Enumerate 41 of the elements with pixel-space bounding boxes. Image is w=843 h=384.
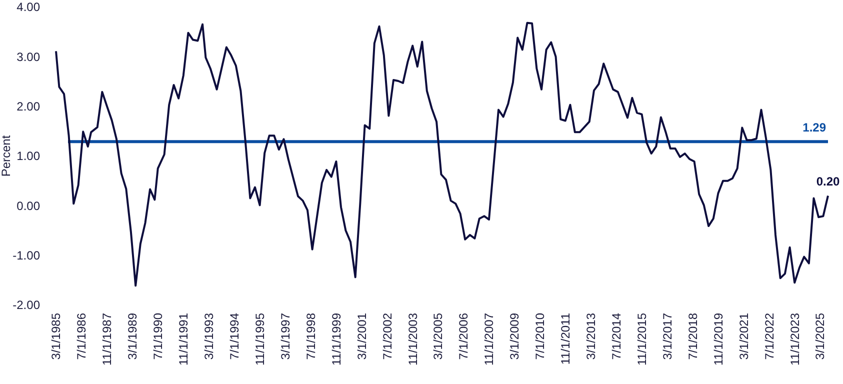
- y-tick-label: 4.00: [16, 0, 40, 14]
- x-tick-label: 11/1/1991: [176, 312, 191, 366]
- x-tick-label: 3/1/2013: [584, 312, 598, 360]
- x-tick-label: 3/1/2009: [508, 312, 522, 360]
- x-tick-label: 11/1/2019: [711, 312, 726, 366]
- x-tick-label: 7/1/2018: [686, 312, 700, 360]
- x-tick-label: 3/1/1989: [126, 312, 140, 360]
- x-tick-label: 11/1/2007: [482, 312, 496, 366]
- x-tick-label: 11/1/2011: [558, 312, 573, 365]
- x-tick-label: 7/1/1986: [74, 312, 89, 360]
- y-tick-label: -2.00: [12, 298, 40, 312]
- x-tick-label: 11/1/1999: [329, 312, 344, 366]
- x-tick-label: 3/1/2017: [660, 312, 674, 360]
- x-tick-label: 7/1/2010: [533, 312, 548, 360]
- y-tick-label: 3.00: [16, 50, 40, 64]
- x-tick-label: 7/1/2006: [456, 312, 471, 360]
- y-tick-label: 2.00: [16, 100, 40, 114]
- y-tick-label: 0.00: [16, 198, 40, 213]
- x-tick-label: 3/1/1985: [49, 312, 64, 360]
- x-tick-label: 7/1/2014: [609, 312, 624, 360]
- x-tick-label: 11/1/2023: [788, 312, 802, 366]
- x-tick-label: 7/1/1998: [304, 312, 318, 360]
- y-tick-label: 1.00: [16, 149, 40, 164]
- y-tick-label: -1.00: [12, 248, 40, 263]
- x-tick-label: 3/1/1993: [202, 312, 216, 360]
- x-tick-label: 11/1/1987: [100, 312, 114, 366]
- ref-line-label: 1.29: [802, 120, 826, 135]
- x-tick-label: 11/1/2003: [406, 312, 420, 366]
- x-tick-label: 3/1/2021: [736, 312, 751, 360]
- x-tick-label: 7/1/2022: [762, 312, 776, 360]
- x-tick-label: 3/1/2005: [431, 312, 446, 360]
- y-axis-title: Percent: [0, 134, 13, 177]
- x-tick-label: 7/1/1994: [227, 312, 242, 360]
- x-tick-label: 7/1/2002: [380, 312, 394, 360]
- x-tick-label: 3/1/2025: [813, 312, 828, 360]
- data-label: 0.20: [816, 174, 840, 189]
- x-tick-label: 3/1/1997: [278, 312, 292, 360]
- x-tick-label: 7/1/1990: [151, 312, 166, 360]
- x-tick-label: 3/1/2001: [354, 312, 369, 360]
- x-tick-label: 11/1/1995: [252, 312, 267, 366]
- x-tick-label: 11/1/2015: [634, 312, 649, 366]
